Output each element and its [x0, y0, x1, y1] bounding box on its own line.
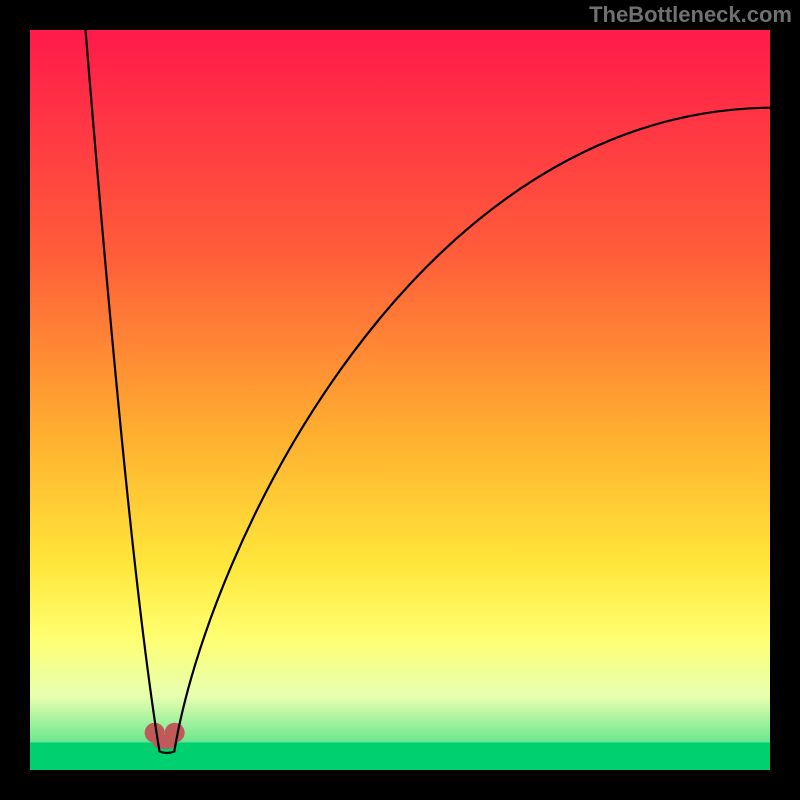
watermark-text: TheBottleneck.com [589, 2, 792, 28]
chart-svg [0, 0, 800, 800]
plot-gradient-background [30, 30, 770, 770]
chart-canvas: TheBottleneck.com [0, 0, 800, 800]
baseline-band [30, 743, 770, 771]
